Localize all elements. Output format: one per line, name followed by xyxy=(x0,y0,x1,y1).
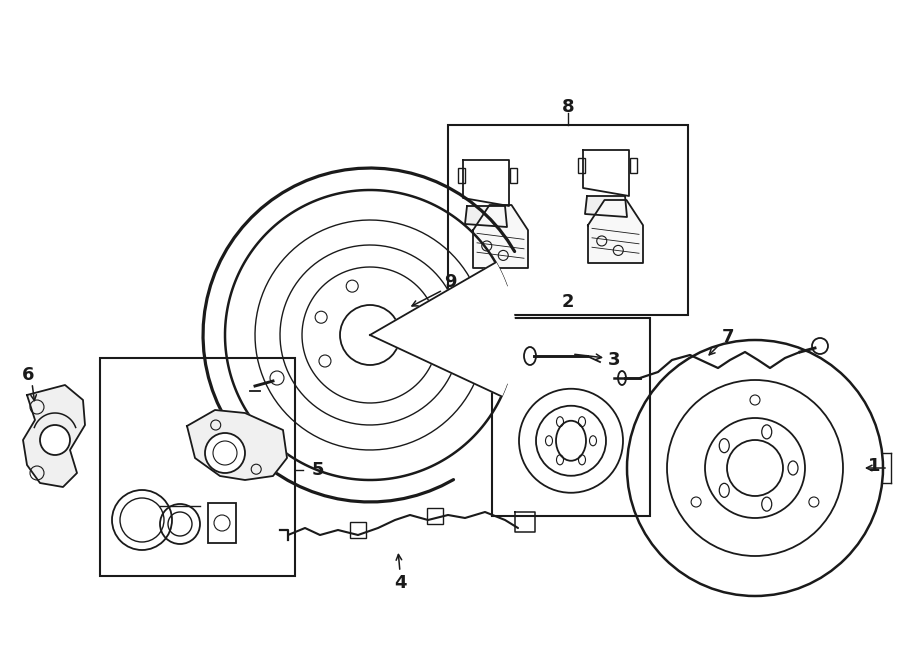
Text: 6: 6 xyxy=(22,366,34,384)
Polygon shape xyxy=(465,206,507,227)
Polygon shape xyxy=(187,410,287,480)
Text: 4: 4 xyxy=(394,574,406,592)
Text: 5: 5 xyxy=(311,461,324,479)
Bar xyxy=(492,318,650,516)
Polygon shape xyxy=(370,286,485,374)
Polygon shape xyxy=(585,196,627,217)
Text: 8: 8 xyxy=(562,98,574,116)
Bar xyxy=(510,168,517,183)
Bar xyxy=(100,358,295,576)
Text: 7: 7 xyxy=(722,328,734,346)
Bar xyxy=(630,158,637,173)
Polygon shape xyxy=(23,385,85,487)
Bar xyxy=(578,158,585,173)
Polygon shape xyxy=(370,262,515,397)
Bar xyxy=(427,508,443,524)
Text: 2: 2 xyxy=(562,293,574,311)
Text: 3: 3 xyxy=(608,351,620,369)
Circle shape xyxy=(205,433,245,473)
Bar xyxy=(350,522,366,538)
Bar xyxy=(458,168,465,183)
Polygon shape xyxy=(370,297,460,366)
Polygon shape xyxy=(588,200,643,263)
Text: 1: 1 xyxy=(868,457,880,475)
Bar xyxy=(448,125,688,315)
Bar xyxy=(208,503,236,543)
Polygon shape xyxy=(473,205,528,268)
Text: 9: 9 xyxy=(444,273,456,291)
Circle shape xyxy=(40,425,70,455)
